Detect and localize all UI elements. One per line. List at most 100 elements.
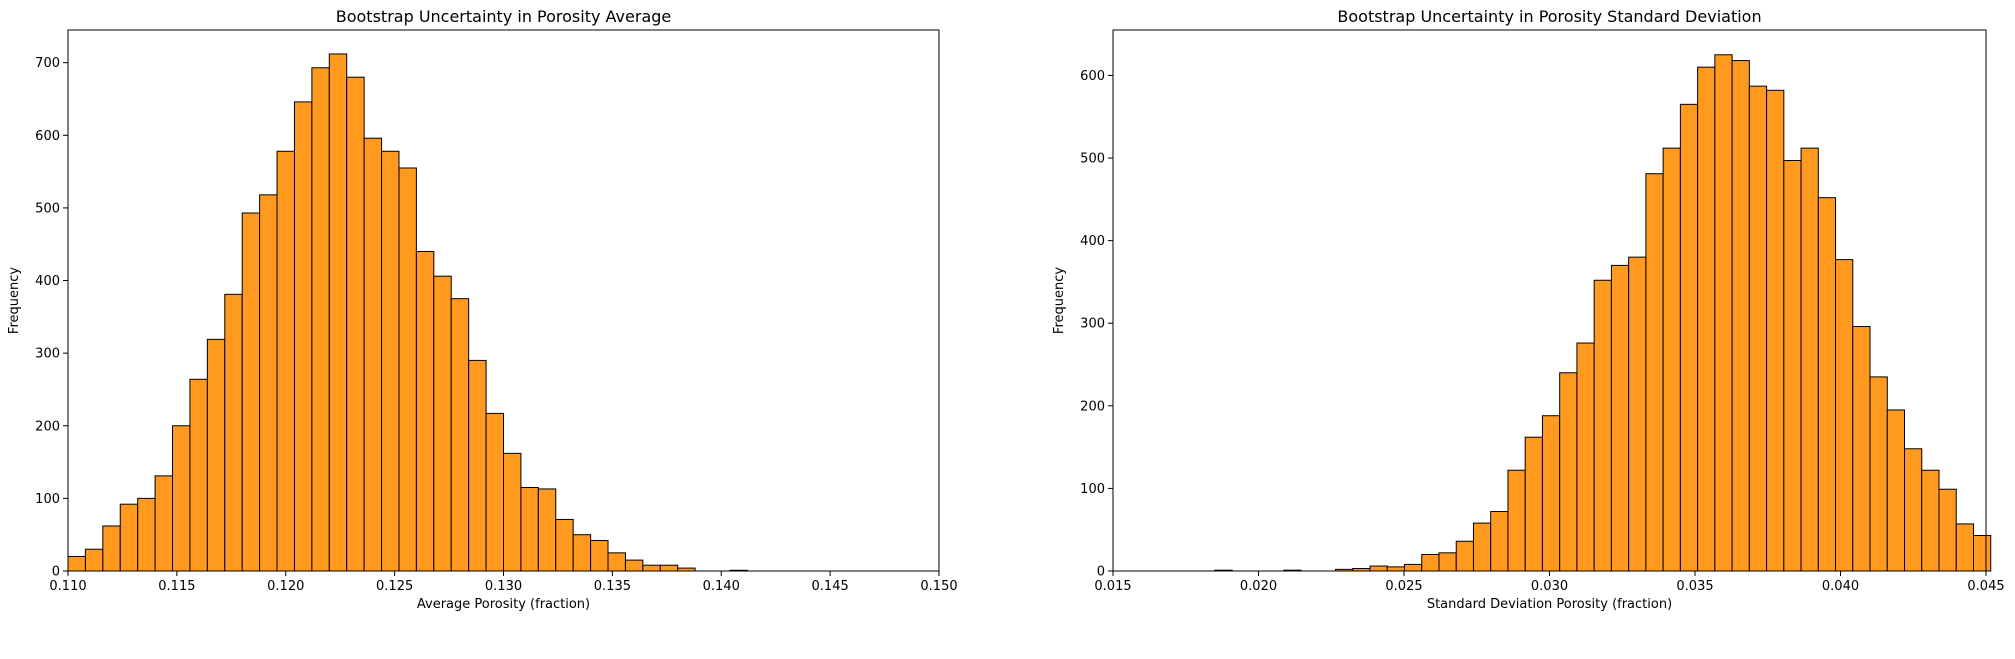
histogram-bar [503, 452, 522, 572]
x-tick-label: 0.035 [1676, 579, 1713, 594]
histogram-bars [67, 53, 748, 572]
histogram-bar [537, 488, 557, 572]
plot-frame [1112, 29, 1987, 572]
histogram-bar [1955, 523, 1974, 572]
histogram-bar [1921, 469, 1940, 572]
x-axis-label: Average Porosity (fraction) [417, 597, 590, 612]
x-tick-label: 0.150 [920, 579, 957, 594]
histogram-bar [1645, 173, 1664, 572]
histogram-bar [1662, 147, 1681, 572]
y-tick-label: 100 [1080, 482, 1105, 497]
histogram-bar [1524, 436, 1543, 572]
x-tick-label: 0.135 [594, 579, 631, 594]
y-axis-label: Frequency [1052, 267, 1067, 334]
y-tick-label: 300 [1080, 317, 1105, 332]
y-tick-label: 100 [35, 492, 60, 507]
histogram-bar [1938, 488, 1957, 572]
histogram-bar [259, 194, 278, 572]
histogram-bar [1610, 264, 1630, 572]
histogram-bar [1369, 565, 1388, 572]
histogram-bar [607, 552, 626, 572]
histogram-bar [1628, 256, 1647, 572]
histogram-bar [311, 67, 330, 572]
y-tick-label: 400 [35, 274, 60, 289]
histogram-bar [555, 518, 574, 572]
histogram-bar [398, 167, 417, 572]
x-tick-label: 0.120 [267, 579, 304, 594]
histogram-bar [572, 534, 592, 572]
x-tick-label: 0.030 [1531, 579, 1568, 594]
y-tick-label: 600 [1080, 69, 1105, 84]
histogram-bar [1472, 522, 1492, 572]
histogram-bar [1731, 60, 1750, 572]
x-tick-label: 0.025 [1385, 579, 1422, 594]
histogram-bar [102, 525, 121, 572]
histogram-bar [381, 150, 400, 572]
histogram-bar [276, 150, 295, 572]
plot-frame [67, 29, 940, 572]
histogram-bar [485, 412, 504, 572]
histogram-bar [67, 555, 86, 572]
chart-title: Bootstrap Uncertainty in Porosity Standa… [1337, 7, 1761, 26]
x-tick-label: 0.115 [158, 579, 195, 594]
y-axis-ticks: 0 100 200 300 400 500 600 [1080, 69, 1113, 580]
y-tick-label: 400 [1080, 234, 1105, 249]
y-tick-label: 600 [35, 129, 60, 144]
x-axis-label: Standard Deviation Porosity (fraction) [1427, 597, 1672, 612]
histogram-bar [1455, 540, 1474, 572]
histogram-bar [1972, 534, 1992, 572]
histogram-bar [1593, 279, 1612, 572]
y-tick-label: 500 [1080, 152, 1105, 167]
x-tick-label: 0.020 [1240, 579, 1277, 594]
y-tick-label: 0 [1097, 565, 1105, 580]
histogram-bar [624, 559, 644, 572]
histogram-bar [224, 293, 243, 572]
chart-porosity-std-dev: Bootstrap Uncertainty in Porosity Standa… [1052, 7, 2005, 612]
histogram-bar [328, 53, 348, 572]
histogram-bar [1576, 342, 1595, 572]
x-tick-label: 0.015 [1094, 579, 1131, 594]
histogram-bar [642, 564, 661, 572]
histogram-bar [1421, 553, 1440, 572]
histogram-bar [293, 101, 313, 572]
y-tick-label: 700 [35, 56, 60, 71]
histogram-bar [363, 137, 383, 572]
histogram-bar [1697, 66, 1716, 572]
histogram-bar [1852, 326, 1871, 572]
histogram-bar [1438, 552, 1457, 572]
histogram-bar [415, 250, 435, 572]
histogram-bar [1679, 103, 1699, 572]
histogram-bar [241, 212, 261, 572]
histogram-bar [1783, 160, 1802, 572]
histogram-bar [1886, 409, 1906, 572]
histogram-bar [154, 475, 174, 572]
chart-porosity-average: Bootstrap Uncertainty in Porosity Averag… [7, 7, 958, 612]
histogram-bar [468, 359, 487, 572]
histogram-bar [1766, 89, 1785, 572]
y-tick-label: 200 [1080, 399, 1105, 414]
histogram-bar [189, 378, 208, 572]
histogram-bar [1748, 85, 1768, 572]
histogram-bar [1507, 469, 1526, 572]
x-axis-ticks: 0.110 0.115 0.120 0.125 0.130 0.135 0.140 0.145… [49, 571, 958, 594]
x-tick-label: 0.045 [1967, 579, 2004, 594]
x-axis-ticks: 0.015 0.020 0.025 0.030 0.035 0.040 0.045 [1094, 571, 2005, 594]
y-tick-label: 0 [52, 565, 60, 580]
histogram-bar [1904, 448, 1923, 572]
y-tick-label: 200 [35, 419, 60, 434]
chart-title: Bootstrap Uncertainty in Porosity Averag… [336, 7, 672, 26]
histogram-bar [659, 564, 679, 572]
histogram-bar [433, 275, 452, 572]
histogram-bars [1214, 54, 1992, 572]
histogram-bar [590, 540, 609, 572]
histogram-bar [450, 298, 470, 572]
x-tick-label: 0.130 [485, 579, 522, 594]
histogram-bar [1800, 147, 1819, 572]
x-tick-label: 0.145 [812, 579, 849, 594]
histogram-bar [1714, 54, 1733, 572]
histogram-bar [1404, 563, 1423, 572]
histogram-bar [84, 548, 104, 572]
x-tick-label: 0.040 [1822, 579, 1859, 594]
x-tick-label: 0.140 [703, 579, 740, 594]
